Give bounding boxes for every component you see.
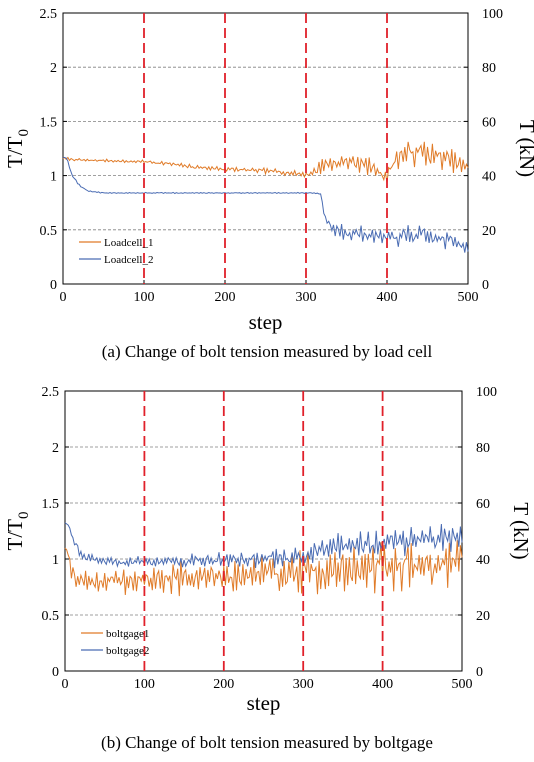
series-line-loadcell_1 bbox=[62, 141, 469, 184]
x-tick-label: 200 bbox=[213, 677, 234, 692]
y-tick-label: 2 bbox=[52, 441, 59, 456]
y-right-tick-label: 100 bbox=[482, 7, 503, 22]
x-tick-label: 500 bbox=[452, 677, 473, 692]
y-tick-label: 2 bbox=[50, 61, 57, 76]
x-tick-label: 200 bbox=[215, 290, 236, 305]
y-tick-label: 0 bbox=[52, 665, 59, 680]
x-tick-label: 100 bbox=[134, 290, 155, 305]
x-tick-label: 0 bbox=[62, 677, 69, 692]
y-tick-label: 1 bbox=[50, 170, 57, 185]
legend-label: Loadcell_1 bbox=[104, 237, 153, 249]
y-tick-label: 0.5 bbox=[40, 224, 58, 239]
plot-frame bbox=[62, 12, 469, 285]
y-tick-label: 2.5 bbox=[40, 7, 58, 22]
y-axis-label: T/T0 bbox=[3, 512, 32, 551]
y-right-axis-label: T (kN) bbox=[515, 120, 534, 177]
y-right-tick-label: 80 bbox=[482, 61, 496, 76]
x-tick-label: 500 bbox=[458, 290, 479, 305]
y-right-tick-label: 80 bbox=[476, 441, 490, 456]
y-right-axis-label: T (kN) bbox=[509, 502, 533, 559]
y-right-tick-label: 100 bbox=[476, 385, 497, 400]
plot-frame bbox=[64, 390, 463, 672]
y-tick-label: 0.5 bbox=[42, 609, 60, 624]
y-right-tick-label: 20 bbox=[476, 609, 490, 624]
legend-label: Loadcell_2 bbox=[104, 254, 153, 266]
series-line-boltgage1 bbox=[64, 540, 463, 597]
x-tick-label: 300 bbox=[293, 677, 314, 692]
y-tick-label: 0 bbox=[50, 278, 57, 293]
y-right-tick-label: 60 bbox=[476, 497, 490, 512]
legend-label: boltgage2 bbox=[106, 645, 149, 657]
y-right-tick-label: 0 bbox=[476, 665, 483, 680]
y-tick-label: 1 bbox=[52, 553, 59, 568]
y-tick-label: 1.5 bbox=[40, 115, 58, 130]
y-axis-label: T/T0 bbox=[3, 129, 32, 168]
series-line-loadcell_2 bbox=[62, 156, 469, 253]
y-right-tick-label: 60 bbox=[482, 115, 496, 130]
x-tick-label: 100 bbox=[134, 677, 155, 692]
y-right-tick-label: 40 bbox=[476, 553, 490, 568]
chart-panel-b: 0 100 200 300 400 50000.511.522.5020406080100… bbox=[3, 385, 533, 752]
chart-panel-a: 0 100 200 300 400 50000.511.522.5020406080100… bbox=[3, 7, 534, 361]
y-tick-label: 2.5 bbox=[42, 385, 60, 400]
x-axis-label: step bbox=[249, 310, 283, 334]
x-tick-label: 400 bbox=[372, 677, 393, 692]
series-line-boltgage2 bbox=[64, 522, 463, 569]
x-tick-label: 400 bbox=[377, 290, 398, 305]
y-right-tick-label: 20 bbox=[482, 224, 496, 239]
y-right-tick-label: 40 bbox=[482, 170, 496, 185]
y-tick-label: 1.5 bbox=[42, 497, 60, 512]
x-tick-label: 300 bbox=[296, 290, 317, 305]
x-tick-label: 0 bbox=[60, 290, 67, 305]
x-axis-label: step bbox=[247, 691, 281, 715]
figure-caption: (a) Change of bolt tension measured by l… bbox=[102, 342, 433, 361]
legend-label: boltgage1 bbox=[106, 628, 149, 640]
y-right-tick-label: 0 bbox=[482, 278, 489, 293]
figure-caption: (b) Change of bolt tension measured by b… bbox=[101, 733, 433, 752]
